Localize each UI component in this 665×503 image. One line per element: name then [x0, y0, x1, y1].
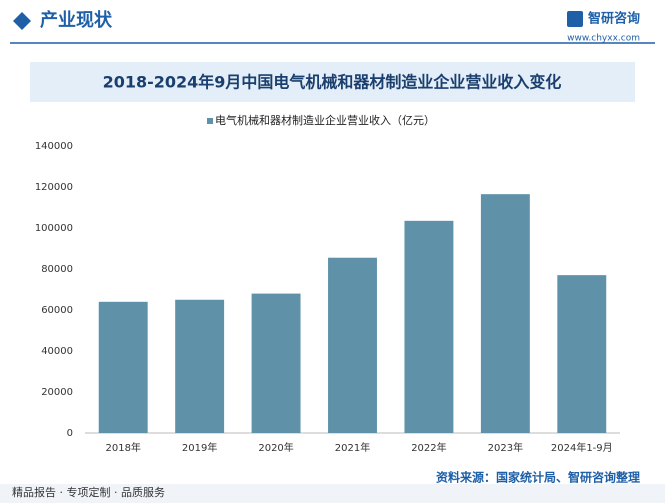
legend-swatch: [207, 118, 213, 124]
legend-label: 电气机械和器材制造业企业营业收入（亿元）: [215, 113, 435, 127]
header-diamond: [13, 12, 31, 30]
y-tick-label: 100000: [35, 223, 73, 234]
bar: [557, 275, 607, 433]
brand-name: 智研咨询: [588, 11, 640, 27]
x-tick-label: 2020年: [258, 441, 293, 454]
source: 资料来源：国家统计局、智研咨询整理: [436, 470, 640, 485]
x-tick-label: 2018年: [105, 441, 140, 454]
brand-url: www.chyxx.com: [567, 34, 640, 44]
y-tick-label: 20000: [41, 387, 73, 398]
y-tick-label: 140000: [35, 141, 73, 152]
footer-slogan: 精品报告 · 专项定制 · 品质服务: [12, 485, 165, 499]
chart-title: 2018-2024年9月中国电气机械和器材制造业企业营业收入变化: [103, 73, 562, 92]
footer-band: [0, 484, 665, 503]
x-tick-label: 2021年: [335, 441, 370, 454]
y-tick-label: 40000: [41, 346, 73, 357]
x-tick-label: 2023年: [488, 441, 523, 454]
x-tick-label: 2022年: [411, 441, 446, 454]
bar: [480, 194, 530, 433]
x-tick-label: 2019年: [182, 441, 217, 454]
bar: [404, 220, 454, 433]
bar: [98, 301, 148, 433]
brand-logo: [567, 11, 583, 27]
y-tick-label: 120000: [35, 182, 73, 193]
y-tick-label: 60000: [41, 305, 73, 316]
section-title: 产业现状: [40, 9, 113, 31]
y-tick-label: 80000: [41, 264, 73, 275]
bar: [175, 299, 225, 433]
title-box: [30, 62, 635, 102]
bar: [328, 257, 377, 433]
bar: [251, 293, 301, 433]
x-tick-label: 2024年1-9月: [551, 441, 613, 454]
y-tick-label: 0: [67, 428, 73, 439]
